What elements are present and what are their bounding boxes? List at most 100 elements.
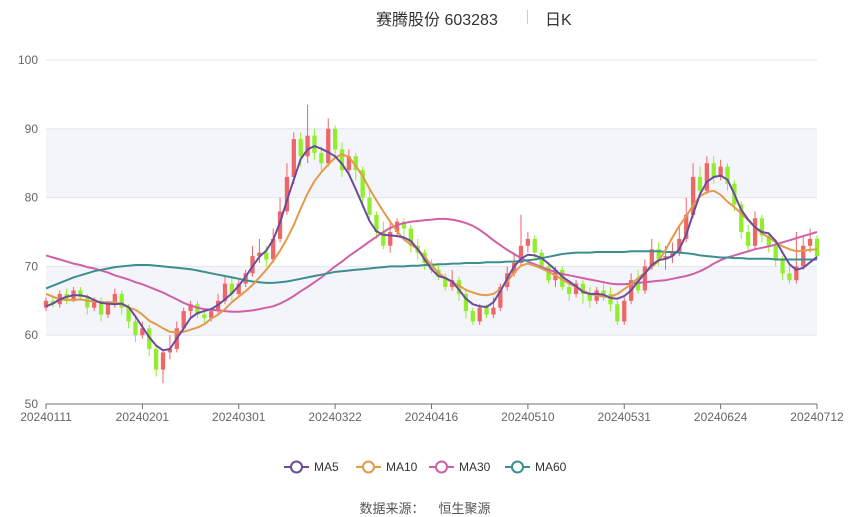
candle-body [243, 273, 248, 284]
candle-body [126, 307, 131, 322]
ma-line-ma5 [45, 145, 818, 352]
candle [401, 218, 407, 239]
candle [525, 232, 531, 253]
candle-body [491, 307, 496, 315]
candle-body [181, 311, 186, 329]
candle [718, 159, 723, 181]
candle-body [291, 139, 296, 177]
candle-body [484, 307, 489, 315]
candle [656, 242, 661, 267]
candle [443, 273, 448, 291]
candle-body [587, 293, 592, 301]
y-tick-label: 60 [25, 328, 39, 342]
x-axis: 20240111 20240201 20240301 20240322 20240416… [20, 403, 844, 424]
candle-body [477, 307, 482, 322]
candle [346, 149, 352, 174]
legend-item-ma60: MA60 [505, 460, 567, 474]
candle [332, 125, 338, 157]
ma-line-ma10 [45, 153, 818, 334]
candle [711, 156, 716, 184]
candle [367, 190, 372, 222]
candle-body [381, 232, 386, 246]
candle-body [656, 249, 661, 260]
candle [573, 280, 579, 298]
candle-body [388, 232, 393, 246]
candle [284, 163, 290, 215]
candle [746, 225, 751, 253]
candle-body [739, 204, 744, 232]
legend-item-ma5: MA5 [284, 460, 339, 474]
candle-body [408, 228, 413, 246]
candle [759, 214, 765, 243]
legend-label: MA5 [314, 460, 339, 474]
candle [408, 225, 413, 253]
x-tick-label: 20240111 [20, 410, 72, 424]
candle-body [450, 280, 455, 288]
candle [608, 287, 613, 312]
candle-body [339, 149, 345, 171]
candle-body [236, 283, 241, 294]
candle-body [601, 290, 606, 294]
legend-label: MA60 [535, 460, 567, 474]
candle-body [133, 321, 138, 336]
candle-body [312, 135, 317, 153]
candle [807, 228, 813, 253]
candle [305, 104, 310, 164]
legend-label: MA10 [386, 460, 418, 474]
candle-body [635, 280, 641, 291]
legend-marker [511, 460, 524, 474]
ma-line-ma30 [45, 217, 818, 313]
candle [477, 304, 482, 325]
candle [374, 211, 379, 239]
candle-body [711, 163, 716, 177]
grid-lines [46, 59, 817, 405]
candle-body [443, 276, 448, 288]
candle [752, 211, 758, 250]
candle-body [567, 287, 572, 294]
candle-body [154, 348, 159, 370]
x-tick-label: 20240624 [694, 410, 748, 424]
plot-band [46, 128, 817, 198]
x-tick-label: 20240201 [116, 410, 170, 424]
candle-body [580, 283, 586, 294]
x-tick-label: 20240712 [790, 410, 844, 424]
data-source: 数据来源： 恒生聚源 [0, 498, 850, 517]
candle [195, 300, 200, 318]
y-axis-ticks: 50 60 70 80 90 100 [18, 53, 38, 411]
x-tick-label: 20240301 [212, 410, 266, 424]
candle [814, 235, 820, 260]
candle-body [470, 311, 475, 322]
candle-body [532, 238, 537, 253]
candle-body [360, 170, 365, 198]
candle-body [112, 293, 117, 305]
candle-body [401, 221, 407, 229]
candle [677, 225, 682, 257]
candle [546, 262, 551, 284]
candle [250, 245, 255, 277]
candle-body [718, 166, 723, 177]
x-tick-label: 20240322 [308, 410, 362, 424]
candle-body [160, 352, 166, 370]
y-tick-label: 50 [25, 397, 39, 411]
y-tick-label: 100 [18, 53, 38, 67]
candle-body [257, 252, 262, 257]
legend-marker [290, 460, 303, 474]
candle [615, 300, 620, 325]
candle-body [456, 280, 462, 294]
source-value: 恒生聚源 [438, 501, 491, 516]
candle [291, 132, 296, 184]
candle [470, 307, 475, 325]
candle-body [119, 293, 124, 308]
candle [622, 297, 627, 325]
y-tick-label: 80 [25, 191, 39, 205]
candle [236, 280, 241, 298]
plot-band [46, 266, 817, 336]
candle [154, 345, 159, 377]
candle-body [759, 218, 765, 236]
x-tick-label: 20240531 [598, 410, 652, 424]
x-tick-label: 20240510 [501, 410, 555, 424]
chart-title-row: 赛腾股份 603283 日K [0, 6, 850, 29]
candle-body [167, 348, 173, 353]
candle-body [105, 304, 111, 315]
chart-period: 日K [545, 12, 572, 29]
